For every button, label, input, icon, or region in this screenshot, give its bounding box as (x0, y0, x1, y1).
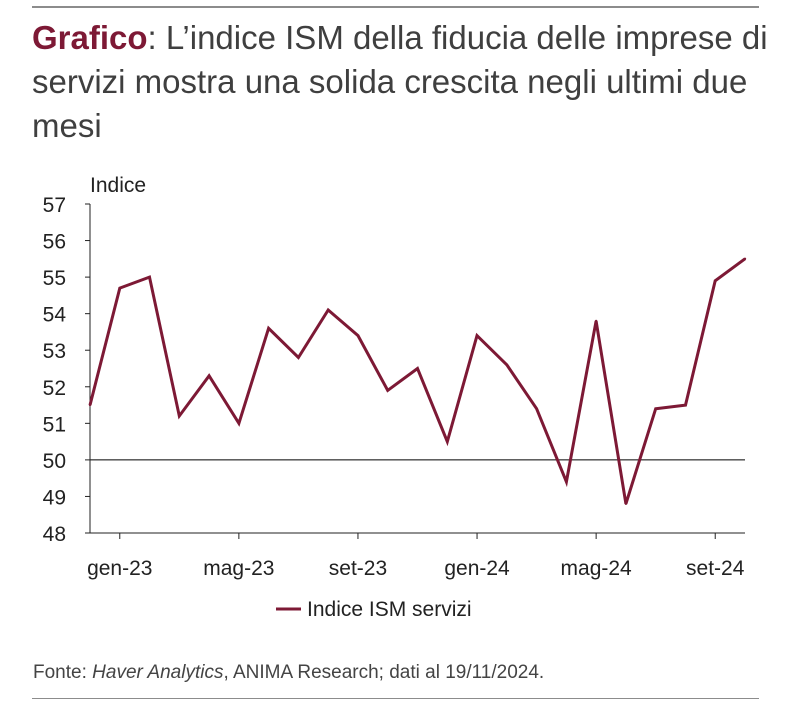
source-italic: Haver Analytics (92, 662, 224, 683)
data-point (475, 334, 479, 337)
data-point (118, 286, 121, 290)
x-tick-label: set-23 (329, 557, 387, 580)
data-point (237, 422, 241, 425)
data-point (148, 275, 151, 279)
data-point (416, 367, 419, 370)
data-point (654, 407, 657, 410)
source-note: Fonte: Haver Analytics, ANIMA Research; … (33, 662, 544, 684)
data-point (356, 334, 360, 337)
data-point (386, 389, 389, 392)
y-tick-label: 53 (43, 340, 66, 363)
data-point (505, 363, 509, 367)
x-tick-label: mag-23 (203, 557, 274, 580)
data-point (624, 502, 628, 505)
data-point (743, 257, 747, 261)
legend: Indice ISM servizi (276, 598, 472, 621)
y-tick-label: 51 (43, 413, 66, 436)
x-tick-label: gen-23 (87, 557, 152, 580)
legend-label: Indice ISM servizi (307, 598, 472, 621)
x-tick-label: gen-24 (444, 557, 510, 580)
y-tick-label: 48 (43, 523, 66, 546)
y-tick-label: 52 (43, 377, 66, 400)
y-tick-label: 57 (43, 194, 66, 217)
data-point (297, 356, 300, 359)
y-axis: 48 49 50 51 52 53 54 55 56 57 (43, 194, 90, 546)
source-rest: , ANIMA Research; dati al 19/11/2024. (223, 662, 545, 683)
data-point (714, 279, 717, 282)
source-prefix: Fonte: (33, 662, 93, 683)
data-point (535, 407, 538, 410)
x-axis: gen-23 mag-23 set-23 gen-24 mag-24 set-24 (87, 533, 745, 580)
y-tick-label: 50 (43, 450, 66, 473)
y-axis-label: Indice (90, 174, 146, 197)
bottom-rule (32, 698, 759, 699)
top-rule (32, 6, 759, 8)
x-tick-label: set-24 (686, 557, 745, 580)
data-point (88, 403, 92, 407)
title-lead: Grafico (32, 19, 148, 56)
data-point (565, 480, 568, 484)
x-tick-label: mag-24 (561, 557, 633, 580)
chart-title: Grafico: L’indice ISM della fiducia dell… (32, 16, 772, 148)
data-point (267, 327, 270, 330)
series-line-ism-servizi (88, 257, 746, 505)
series-points (88, 257, 747, 505)
y-tick-label: 54 (43, 304, 67, 327)
y-tick-label: 49 (43, 486, 66, 509)
y-tick-label: 55 (43, 267, 66, 290)
data-point (207, 374, 211, 378)
data-point (326, 308, 330, 312)
data-point (178, 414, 181, 418)
data-point (684, 403, 687, 407)
data-point (446, 440, 449, 443)
y-tick-label: 56 (43, 231, 66, 254)
line-chart: Indice 48 49 50 51 52 53 54 55 56 57 gen-23 mag-23… (43, 174, 747, 621)
title-text: : L’indice ISM della fiducia delle impre… (32, 19, 768, 144)
data-point (594, 319, 598, 323)
